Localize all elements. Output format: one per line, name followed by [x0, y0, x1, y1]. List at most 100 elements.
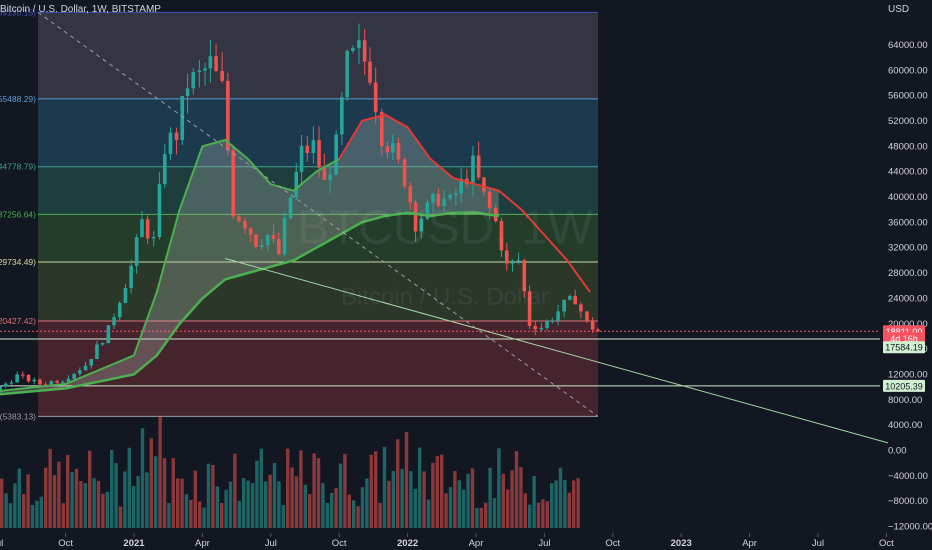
volume-bar: [228, 481, 233, 528]
volume-bar: [281, 504, 285, 528]
volume-bars: [0, 416, 580, 528]
candle-body: [299, 145, 304, 172]
volume-bar: [576, 478, 580, 528]
volume-bar: [453, 471, 457, 528]
volume-bar: [110, 449, 114, 528]
volume-bar: [233, 453, 237, 528]
candle-body: [83, 365, 88, 371]
x-tick-label: Oct: [879, 538, 894, 549]
volume-bar: [418, 447, 422, 528]
y-tick-label: 12000.00: [888, 369, 928, 380]
candle-body: [419, 218, 424, 232]
volume-bar: [79, 480, 83, 528]
volume-bar: [206, 463, 211, 528]
volume-bar: [422, 471, 426, 528]
candle-body: [208, 56, 213, 69]
volume-bar: [492, 497, 497, 528]
volume-bar: [4, 493, 8, 528]
candle-body: [294, 171, 299, 198]
candle-body: [408, 186, 413, 203]
candle-body: [180, 95, 185, 140]
candle-body: [442, 198, 446, 206]
watermark-symbol: BTCUSD, 1W: [297, 201, 594, 254]
volume-bar: [479, 507, 483, 528]
candle-body: [522, 260, 527, 292]
fib-level-label: (29734.49): [0, 257, 36, 267]
y-tick-label: 28000.00: [888, 268, 928, 279]
volume-bar: [202, 507, 206, 528]
volume-bar: [193, 470, 197, 528]
price-badge-label: 17584.19: [885, 343, 923, 353]
y-tick-label: 44000.00: [888, 167, 928, 178]
candle-body: [100, 343, 105, 345]
volume-bar: [61, 503, 65, 528]
volume-bar: [338, 463, 343, 528]
descending-trendline: [225, 257, 889, 444]
candle-body: [550, 320, 555, 322]
candle-body: [425, 202, 430, 219]
axis-unit-label: USD: [888, 4, 910, 15]
candle-body: [487, 191, 492, 209]
fib-band-3: [38, 214, 598, 263]
price-axis[interactable]: 64000.00 60000.00 56000.00 52000.00 48000.00…: [888, 40, 932, 533]
volume-bar: [426, 499, 431, 528]
candle-body: [106, 325, 111, 344]
volume-bar: [409, 471, 413, 528]
volume-bar: [488, 467, 492, 528]
volume-bar: [255, 460, 259, 528]
volume-bar: [519, 467, 523, 528]
candle-body: [459, 178, 463, 194]
time-axis[interactable]: Jul Oct 2021 Apr Jul Oct 2022 Apr Jul Oct 2023 Apr J…: [0, 533, 894, 549]
volume-bar: [123, 471, 127, 528]
volume-bar: [83, 483, 87, 528]
candle-body: [38, 379, 42, 385]
candle-body: [0, 386, 2, 393]
volume-bar: [532, 476, 536, 528]
candle-body: [471, 155, 475, 184]
volume-bar: [510, 470, 514, 528]
volume-bar: [114, 463, 118, 528]
volume-bar: [457, 480, 461, 528]
volume-bar: [365, 478, 369, 528]
volume-bar: [378, 502, 382, 528]
fib-level-label: (69130.15): [0, 7, 36, 17]
candle-body: [385, 146, 390, 153]
volume-bar: [39, 496, 43, 528]
volume-bar: [567, 492, 571, 528]
volume-bar: [321, 482, 325, 528]
candle-body: [162, 154, 167, 185]
y-tick-label: 8000.00: [888, 395, 922, 406]
candle-body: [32, 379, 37, 382]
volume-bar: [448, 487, 453, 528]
candle-body: [231, 150, 235, 217]
y-tick-label: −4000.00: [888, 471, 928, 482]
candle-body: [214, 56, 218, 72]
candle-body: [431, 193, 435, 203]
volume-bar: [13, 483, 17, 528]
candle-body: [436, 193, 441, 206]
candle-body: [112, 317, 116, 326]
volume-bar: [158, 416, 162, 528]
y-tick-label: 60000.00: [888, 65, 928, 76]
volume-bar: [528, 504, 532, 528]
volume-bar: [184, 494, 189, 528]
volume-bar: [127, 447, 131, 528]
candle-body: [545, 320, 549, 328]
candle-body: [226, 80, 230, 151]
x-tick-label: Oct: [58, 538, 73, 549]
price-badge-label: 10205.39: [885, 381, 923, 391]
x-tick-label: Jul: [265, 538, 277, 549]
volume-bar: [400, 468, 404, 528]
moving-average-lines: [0, 113, 591, 396]
horizontal-price-lines: [0, 330, 880, 387]
volume-bar: [501, 473, 505, 528]
candle-body: [140, 219, 144, 238]
volume-bar: [70, 471, 74, 528]
fast-ma-green: [0, 138, 340, 392]
volume-bar: [387, 480, 391, 528]
volume-bar: [563, 480, 567, 528]
fib-level-label: (44778.79): [0, 162, 36, 172]
volume-bar: [101, 493, 105, 528]
candle-body: [26, 375, 31, 382]
